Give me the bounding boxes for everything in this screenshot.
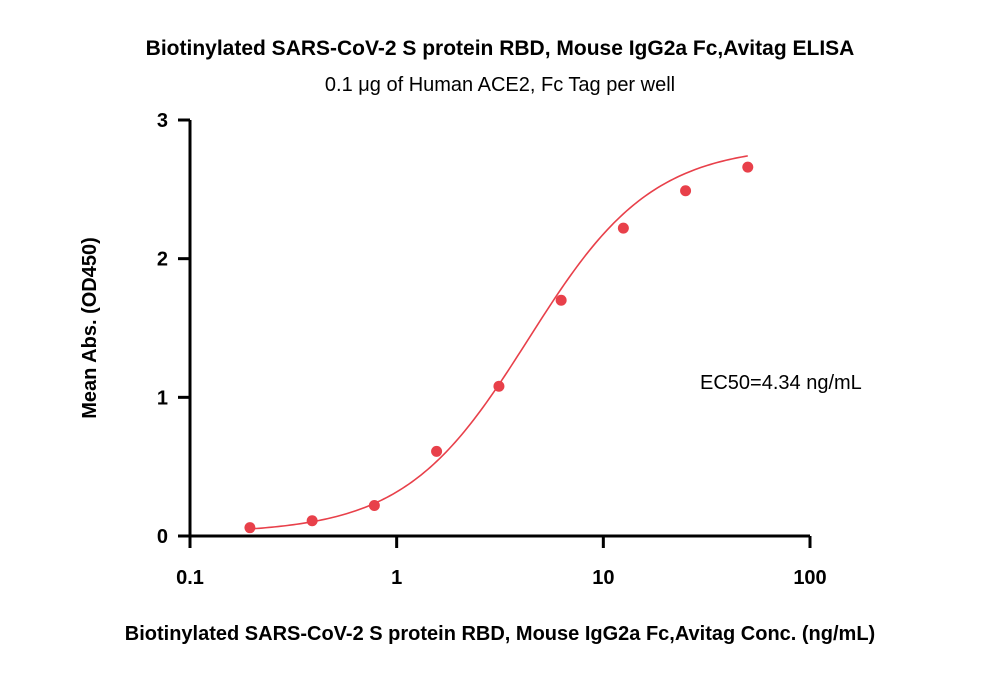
y-tick-label-0: 0 xyxy=(157,526,168,548)
x-axis-label: Biotinylated SARS-CoV-2 S protein RBD, M… xyxy=(125,623,875,645)
data-point-6 xyxy=(617,222,629,234)
chart-title: Biotinylated SARS-CoV-2 S protein RBD, M… xyxy=(146,37,855,60)
x-tick-label-0: 0.1 xyxy=(176,567,204,589)
plot-area xyxy=(244,155,754,534)
data-point-7 xyxy=(680,185,692,197)
annotation-ec50: EC50=4.34 ng/mL xyxy=(700,372,862,394)
fit-curve xyxy=(249,155,748,530)
y-tick-label-1: 1 xyxy=(157,387,168,409)
chart-subtitle: 0.1 μg of Human ACE2, Fc Tag per well xyxy=(325,74,675,96)
data-point-4 xyxy=(493,380,505,392)
data-point-8 xyxy=(742,161,754,173)
x-tick-label-2: 10 xyxy=(592,567,614,589)
x-tick-label-3: 100 xyxy=(793,567,826,589)
y-axis-label: Mean Abs. (OD450) xyxy=(79,237,101,419)
y-axis-ticks: 0 1 2 3 xyxy=(157,110,190,548)
y-tick-label-3: 3 xyxy=(157,110,168,132)
data-point-3 xyxy=(431,445,443,457)
data-point-0 xyxy=(244,522,256,534)
y-tick-label-2: 2 xyxy=(157,249,168,271)
data-point-2 xyxy=(368,499,380,511)
x-tick-label-1: 1 xyxy=(391,567,402,589)
data-point-1 xyxy=(306,515,318,527)
data-point-5 xyxy=(555,294,567,306)
x-axis-ticks: 0.1 1 10 100 xyxy=(176,536,827,589)
